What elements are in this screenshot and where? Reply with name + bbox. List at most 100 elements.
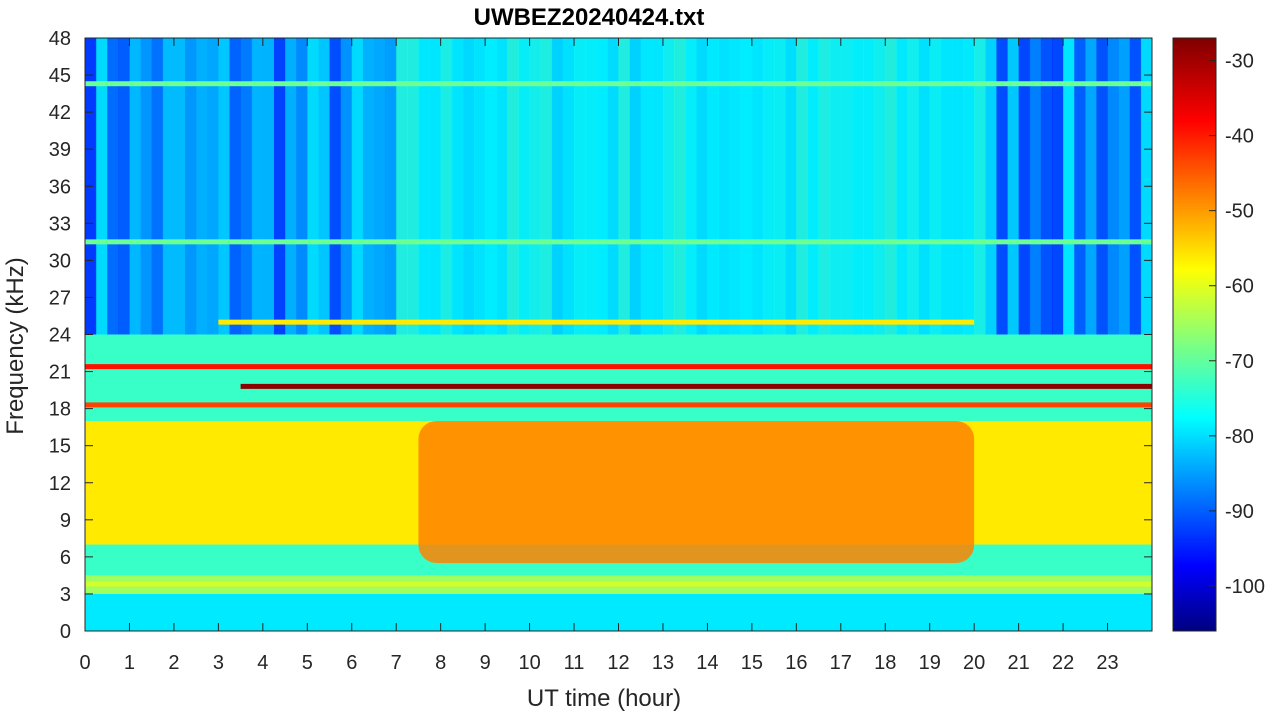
texture-column — [740, 38, 753, 335]
texture-column — [207, 38, 219, 335]
texture-column — [1007, 38, 1020, 335]
texture-column — [151, 38, 164, 335]
y-tick-label: 39 — [49, 139, 71, 161]
transmitter-line-3 — [85, 81, 1152, 87]
texture-column — [1029, 38, 1042, 335]
texture-column — [1129, 38, 1142, 335]
texture-column — [240, 38, 253, 335]
texture-column — [985, 38, 997, 335]
y-tick-label: 27 — [49, 287, 71, 309]
colorbar-tick-label: -100 — [1225, 576, 1265, 598]
chart-title: UWBEZ20240424.txt — [474, 4, 705, 31]
texture-column — [762, 38, 775, 335]
texture-column — [640, 38, 653, 335]
texture-column — [496, 38, 508, 335]
texture-column — [829, 38, 842, 335]
texture-column — [551, 38, 564, 335]
texture-column — [373, 38, 386, 335]
texture-column — [462, 38, 475, 335]
texture-column — [307, 38, 319, 335]
texture-column — [796, 38, 808, 335]
texture-column — [540, 38, 553, 335]
texture-column — [874, 38, 886, 335]
x-tick-label: 9 — [480, 652, 491, 674]
x-tick-label: 5 — [302, 652, 313, 674]
texture-column — [818, 38, 831, 335]
texture-column — [574, 38, 586, 335]
texture-column — [340, 38, 353, 335]
x-tick-label: 10 — [518, 652, 540, 674]
y-tick-label: 45 — [49, 65, 71, 87]
texture-column — [651, 38, 664, 335]
y-tick-label: 18 — [49, 399, 71, 421]
texture-column — [474, 38, 486, 335]
texture-column — [863, 38, 875, 335]
texture-column — [273, 38, 286, 335]
colorbar-gradient — [1172, 37, 1217, 632]
y-tick-label: 15 — [49, 436, 71, 458]
texture-column — [718, 38, 731, 335]
x-tick-label: 15 — [741, 652, 763, 674]
texture-column — [396, 38, 408, 335]
band-4 — [85, 334, 1152, 421]
texture-column — [1051, 38, 1064, 335]
x-tick-label: 19 — [919, 652, 941, 674]
y-tick-label: 21 — [49, 362, 71, 384]
x-axis-label: UT time (hour) — [527, 685, 681, 712]
x-tick-label: 4 — [257, 652, 268, 674]
texture-column — [251, 38, 264, 335]
texture-column — [362, 38, 375, 335]
texture-column — [329, 38, 342, 335]
texture-column — [118, 38, 130, 335]
texture-column — [1096, 38, 1109, 335]
transmitter-line-6 — [85, 581, 1152, 587]
texture-column — [1118, 38, 1131, 335]
plot-area — [84, 37, 1153, 632]
texture-column — [485, 38, 497, 335]
x-tick-label: 13 — [652, 652, 674, 674]
texture-column — [707, 38, 720, 335]
transmitter-line-2 — [85, 402, 1152, 408]
texture-column — [1085, 38, 1097, 335]
texture-column — [1107, 38, 1120, 335]
y-tick-label: 0 — [60, 621, 71, 643]
x-tick-label: 12 — [607, 652, 629, 674]
x-tick-label: 2 — [168, 652, 179, 674]
texture-column — [929, 38, 942, 335]
texture-column — [585, 38, 597, 335]
x-tick-label: 7 — [391, 652, 402, 674]
colorbar-tick-label: -50 — [1225, 201, 1254, 223]
texture-column — [907, 38, 920, 335]
texture-column — [629, 38, 642, 335]
texture-column — [785, 38, 797, 335]
x-tick-label: 11 — [564, 652, 585, 674]
x-tick-label: 21 — [1008, 652, 1030, 674]
x-tick-label: 8 — [435, 652, 446, 674]
texture-column — [318, 38, 331, 335]
colorbar-tick-label: -80 — [1225, 426, 1254, 448]
y-axis-label: Frequency (kHz) — [2, 257, 29, 434]
texture-column — [518, 38, 531, 335]
x-tick-label: 16 — [785, 652, 807, 674]
x-tick-label: 22 — [1052, 652, 1074, 674]
texture-column — [507, 38, 519, 335]
texture-column — [196, 38, 208, 335]
y-tick-label: 48 — [49, 28, 71, 50]
texture-column — [963, 38, 975, 335]
texture-column — [1063, 38, 1075, 335]
x-tick-label: 6 — [346, 652, 357, 674]
y-tick-label: 42 — [49, 102, 71, 124]
x-tick-label: 1 — [124, 652, 135, 674]
x-tick-label: 17 — [830, 652, 852, 674]
colorbar-tick-label: -60 — [1225, 276, 1254, 298]
texture-column — [429, 38, 442, 335]
texture-column — [696, 38, 708, 335]
texture-column — [407, 38, 419, 335]
y-tick-label: 36 — [49, 176, 71, 198]
texture-column — [385, 38, 397, 335]
texture-column — [851, 38, 864, 335]
texture-column — [96, 38, 108, 335]
x-tick-label: 14 — [696, 652, 718, 674]
